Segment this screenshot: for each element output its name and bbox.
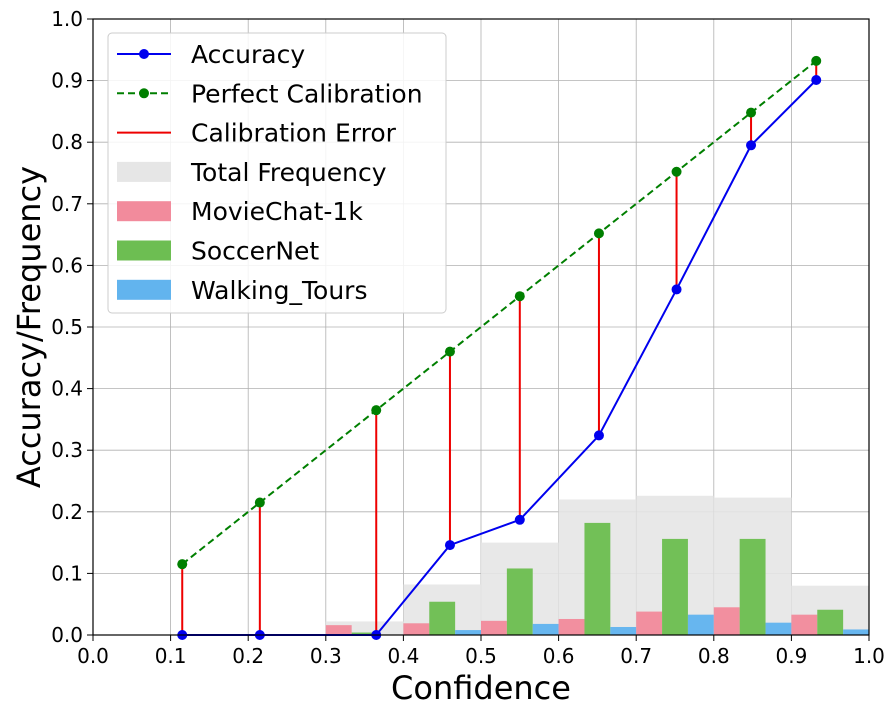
axis-ticks: 0.0 0.1 0.2 0.3 0.4 0.5 0.6 0.7 0.8 0.9 1.0 0.0 0.1 0… — [51, 7, 885, 668]
perfect-calibration-point — [746, 107, 757, 118]
moviechat-1k-bar — [713, 607, 740, 635]
legend-walking-tours-swatch — [117, 279, 171, 300]
perfect-calibration-point — [593, 228, 604, 239]
y-tick-label: 0.6 — [51, 253, 83, 277]
soccernet-bar — [662, 538, 688, 635]
legend-label: Accuracy — [191, 40, 305, 69]
legend-label: SoccerNet — [191, 237, 319, 266]
perfect-calibration-point — [444, 346, 455, 357]
walking-tours-bar — [687, 614, 714, 635]
walking-tours-bar — [843, 629, 869, 635]
perfect-calibration-point — [514, 291, 525, 302]
soccernet-bar — [429, 601, 456, 635]
perfect-calibration-point — [811, 55, 822, 66]
y-tick-label: 0.9 — [51, 69, 83, 93]
x-tick-label: 0.7 — [620, 644, 652, 668]
moviechat-1k-bar — [403, 623, 430, 635]
x-tick-label: 1.0 — [853, 644, 885, 668]
y-tick-label: 0.5 — [51, 315, 83, 339]
moviechat-1k-bar — [791, 614, 818, 635]
x-tick-label: 0.2 — [232, 644, 264, 668]
legend-label: Perfect Calibration — [191, 79, 423, 108]
y-axis-label: Accuracy/Frequency — [10, 166, 48, 488]
legend-box — [107, 32, 447, 314]
accuracy-point — [811, 74, 822, 85]
dataset-bars — [325, 522, 869, 635]
x-tick-label: 0.6 — [543, 644, 575, 668]
legend-moviechat-1k-swatch — [117, 201, 171, 222]
legend-accuracy-marker — [139, 49, 149, 59]
y-tick-label: 0.0 — [51, 623, 83, 647]
walking-tours-bar — [455, 630, 481, 635]
y-tick-label: 0.4 — [51, 377, 83, 401]
perfect-calibration-point — [177, 559, 188, 570]
legend-label: Total Frequency — [190, 158, 387, 187]
x-tick-label: 0.0 — [77, 644, 109, 668]
x-tick-label: 0.1 — [155, 644, 187, 668]
legend: Accuracy Perfect Calibration Calibration E… — [107, 32, 447, 314]
y-tick-label: 0.1 — [51, 561, 83, 585]
y-tick-label: 0.3 — [51, 438, 83, 462]
legend-label: MovieChat-1k — [191, 197, 363, 226]
accuracy-point — [746, 140, 757, 151]
legend-perfect-calibration-marker — [139, 88, 149, 99]
x-tick-label: 0.5 — [465, 644, 497, 668]
x-tick-label: 0.4 — [387, 644, 419, 668]
perfect-calibration-point — [671, 166, 682, 177]
x-tick-label: 0.9 — [775, 644, 807, 668]
perfect-calibration-point — [371, 405, 382, 416]
accuracy-point — [444, 540, 455, 551]
walking-tours-bar — [765, 622, 792, 635]
y-tick-label: 0.7 — [51, 192, 83, 216]
y-tick-label: 1.0 — [51, 7, 83, 31]
legend-soccernet-swatch — [117, 240, 171, 261]
calibration-error-lines — [181, 60, 818, 635]
x-tick-label: 0.3 — [310, 644, 342, 668]
legend-label: Walking_Tours — [191, 276, 368, 305]
moviechat-1k-bar — [558, 618, 585, 635]
y-tick-label: 0.2 — [51, 500, 83, 524]
walking-tours-bar — [610, 626, 637, 635]
soccernet-bar — [584, 522, 611, 635]
legend-label: Calibration Error — [191, 119, 397, 148]
soccernet-bar — [351, 632, 378, 635]
soccernet-bar — [739, 538, 766, 635]
y-tick-label: 0.8 — [51, 130, 83, 154]
perfect-calibration-point — [254, 497, 265, 508]
accuracy-point — [593, 430, 604, 441]
x-axis-label: Confidence — [391, 669, 571, 707]
soccernet-bar — [817, 609, 844, 635]
accuracy-point — [514, 514, 525, 525]
moviechat-1k-bar — [636, 611, 663, 635]
walking-tours-bar — [532, 623, 559, 635]
soccernet-bar — [506, 568, 533, 635]
legend-total-frequency-swatch — [117, 161, 171, 182]
moviechat-1k-bar — [325, 625, 352, 635]
x-tick-label: 0.8 — [698, 644, 730, 668]
moviechat-1k-bar — [481, 620, 507, 635]
accuracy-point — [671, 284, 682, 295]
